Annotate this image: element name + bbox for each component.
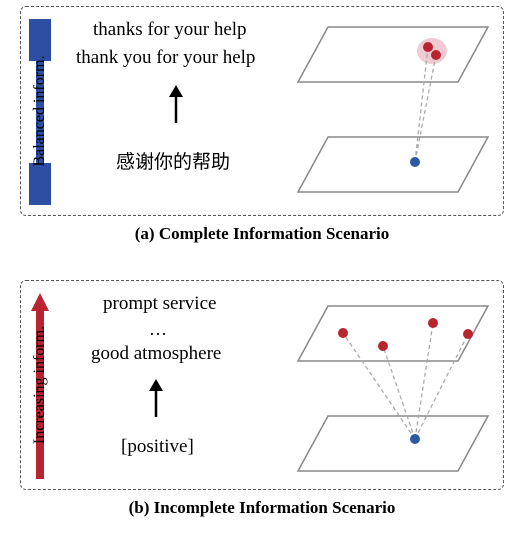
- up-arrow-icon: [166, 85, 186, 125]
- panel-a: Balanced inform. thanks for your help th…: [20, 6, 504, 244]
- panel-a-box: Balanced inform. thanks for your help th…: [20, 6, 504, 216]
- panel-a-text-top2: thank you for your help: [76, 47, 255, 69]
- up-arrow-icon: [146, 379, 166, 419]
- panel-b-text-top1: prompt service: [103, 293, 216, 315]
- panel-a-text-bottom: 感谢你的帮助: [116, 147, 230, 174]
- panel-b-diagram: [293, 291, 493, 481]
- panel-b-text-top3: good atmosphere: [91, 343, 221, 365]
- panel-b-box: Increasing inform. prompt service … good…: [20, 280, 504, 490]
- panel-a-y-label: Balanced inform.: [31, 36, 49, 186]
- panel-b-text-top2: …: [149, 319, 167, 340]
- panel-b: Increasing inform. prompt service … good…: [20, 280, 504, 518]
- panel-a-text-top1: thanks for your help: [93, 19, 247, 41]
- panel-a-diagram: [293, 17, 493, 207]
- panel-b-caption: (b) Incomplete Information Scenario: [20, 498, 504, 518]
- panel-b-y-label: Increasing inform.: [31, 310, 49, 460]
- panel-a-caption: (a) Complete Information Scenario: [20, 224, 504, 244]
- panel-b-text-bottom: [positive]: [121, 436, 194, 458]
